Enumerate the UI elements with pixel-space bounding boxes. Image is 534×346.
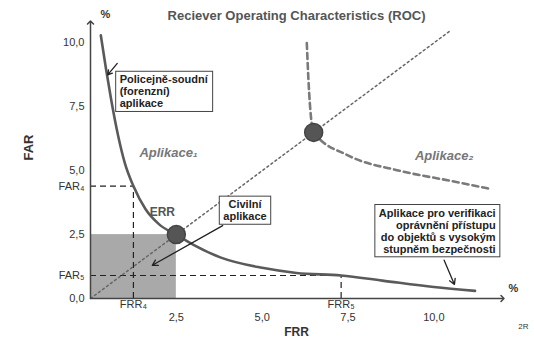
svg-text:2,5: 2,5	[169, 311, 184, 323]
svg-text:Aplikace pro verifikacioprávně: Aplikace pro verifikacioprávnění přístup…	[379, 206, 496, 254]
svg-text:0,0: 0,0	[69, 292, 84, 304]
svg-text:Aplikace₁: Aplikace₁	[138, 145, 197, 160]
svg-text:ERR: ERR	[150, 205, 176, 219]
svg-text:FRR: FRR	[284, 325, 309, 339]
svg-text:7,5: 7,5	[69, 100, 84, 112]
svg-text:FAR: FAR	[21, 134, 36, 161]
svg-text:FAR₄: FAR₄	[59, 180, 85, 192]
svg-text:Aplikace₂: Aplikace₂	[414, 148, 473, 163]
svg-text:10,0: 10,0	[63, 36, 84, 48]
svg-text:Policejně-soudní(forenzní)apli: Policejně-soudní(forenzní)aplikace	[120, 73, 209, 109]
svg-text:2,5: 2,5	[69, 228, 84, 240]
svg-text:2R: 2R	[518, 322, 528, 331]
svg-text:FAR₅: FAR₅	[59, 269, 85, 281]
svg-text:Reciever Operating Characteris: Reciever Operating Characteristics (ROC)	[168, 8, 426, 23]
svg-text:FRR₅: FRR₅	[328, 298, 355, 310]
svg-text:7,5: 7,5	[340, 311, 355, 323]
svg-text:5,0: 5,0	[69, 164, 84, 176]
svg-text:FRR₄: FRR₄	[120, 298, 148, 310]
svg-text:10,0: 10,0	[423, 311, 444, 323]
svg-text:Civilníaplikace: Civilníaplikace	[223, 198, 266, 222]
svg-text:5,0: 5,0	[255, 311, 270, 323]
svg-text:%: %	[101, 8, 111, 20]
svg-text:%: %	[509, 282, 519, 294]
